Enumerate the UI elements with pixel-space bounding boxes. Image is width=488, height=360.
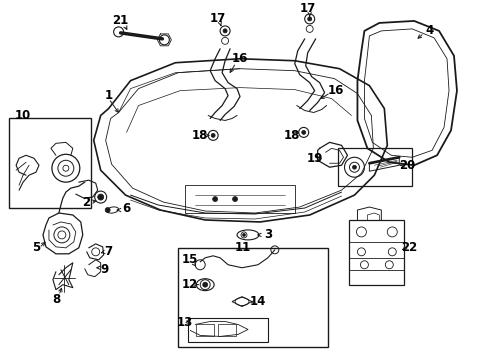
Text: 3: 3 xyxy=(264,228,271,242)
Text: 16: 16 xyxy=(231,52,248,65)
Text: 12: 12 xyxy=(182,278,198,291)
Circle shape xyxy=(232,197,237,202)
Text: 20: 20 xyxy=(398,159,414,172)
Text: 10: 10 xyxy=(15,109,31,122)
Circle shape xyxy=(98,194,103,200)
Text: 14: 14 xyxy=(249,295,265,308)
Circle shape xyxy=(301,130,305,134)
Circle shape xyxy=(352,165,356,169)
Text: 22: 22 xyxy=(400,241,416,255)
Text: 17: 17 xyxy=(209,13,226,26)
Text: 8: 8 xyxy=(52,293,60,306)
Bar xyxy=(349,220,404,285)
Text: 16: 16 xyxy=(326,84,343,97)
Circle shape xyxy=(203,282,207,287)
Text: 13: 13 xyxy=(177,316,193,329)
Bar xyxy=(185,185,294,213)
Circle shape xyxy=(307,17,311,21)
Text: 4: 4 xyxy=(424,24,432,37)
Text: 15: 15 xyxy=(182,253,198,266)
Text: 5: 5 xyxy=(32,241,40,255)
Text: 19: 19 xyxy=(306,152,322,165)
Bar xyxy=(196,324,214,336)
Text: 17: 17 xyxy=(299,3,315,15)
Text: 6: 6 xyxy=(122,202,130,215)
Bar xyxy=(188,318,267,342)
Text: 1: 1 xyxy=(104,89,113,102)
Text: 21: 21 xyxy=(112,14,128,27)
Circle shape xyxy=(242,233,245,237)
Text: 18: 18 xyxy=(192,129,208,142)
Text: 18: 18 xyxy=(283,129,299,142)
Text: 7: 7 xyxy=(104,245,113,258)
Text: 9: 9 xyxy=(101,263,108,276)
Text: 11: 11 xyxy=(234,241,251,255)
Bar xyxy=(218,324,236,336)
Circle shape xyxy=(223,29,226,33)
Text: 2: 2 xyxy=(81,195,90,208)
Circle shape xyxy=(211,134,215,138)
Bar xyxy=(178,248,327,347)
Circle shape xyxy=(105,207,110,212)
Circle shape xyxy=(212,197,217,202)
Bar xyxy=(337,148,411,186)
Bar xyxy=(9,118,91,208)
